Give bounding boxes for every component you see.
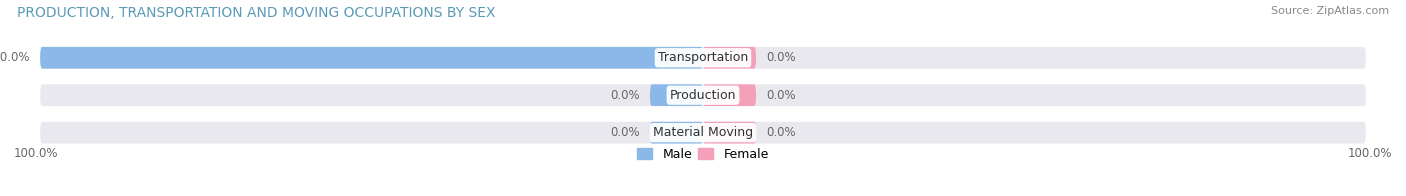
Text: 0.0%: 0.0% <box>766 89 796 102</box>
Text: 100.0%: 100.0% <box>0 51 30 64</box>
Text: PRODUCTION, TRANSPORTATION AND MOVING OCCUPATIONS BY SEX: PRODUCTION, TRANSPORTATION AND MOVING OC… <box>17 6 495 20</box>
Legend: Male, Female: Male, Female <box>637 148 769 161</box>
FancyBboxPatch shape <box>41 122 1365 143</box>
Text: 0.0%: 0.0% <box>610 89 640 102</box>
Text: Source: ZipAtlas.com: Source: ZipAtlas.com <box>1271 6 1389 16</box>
FancyBboxPatch shape <box>703 47 756 69</box>
Text: Transportation: Transportation <box>658 51 748 64</box>
FancyBboxPatch shape <box>41 47 703 69</box>
FancyBboxPatch shape <box>650 84 703 106</box>
FancyBboxPatch shape <box>703 122 756 143</box>
FancyBboxPatch shape <box>703 84 756 106</box>
FancyBboxPatch shape <box>41 47 1365 69</box>
Text: Material Moving: Material Moving <box>652 126 754 139</box>
Text: 100.0%: 100.0% <box>14 147 58 160</box>
Text: Production: Production <box>669 89 737 102</box>
FancyBboxPatch shape <box>41 84 1365 106</box>
Text: 0.0%: 0.0% <box>610 126 640 139</box>
Text: 0.0%: 0.0% <box>766 126 796 139</box>
Text: 0.0%: 0.0% <box>766 51 796 64</box>
Text: 100.0%: 100.0% <box>1348 147 1392 160</box>
FancyBboxPatch shape <box>650 122 703 143</box>
